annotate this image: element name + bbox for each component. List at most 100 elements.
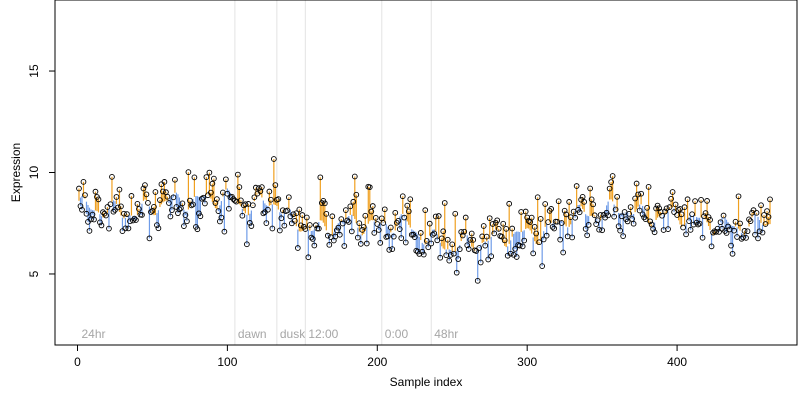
- data-point: [444, 236, 451, 243]
- data-point: [590, 201, 596, 208]
- data-point: [215, 208, 222, 214]
- data-point: [324, 232, 331, 239]
- data-point: [584, 232, 590, 239]
- data-point: [309, 236, 316, 242]
- data-point: [609, 173, 616, 179]
- data-point: [423, 238, 430, 244]
- data-point: [131, 215, 138, 222]
- data-point: [764, 208, 770, 214]
- data-point: [434, 237, 441, 244]
- data-point: [452, 210, 459, 217]
- data-point: [79, 206, 85, 213]
- data-point: [557, 236, 564, 243]
- data-point: [449, 241, 456, 248]
- data-point: [545, 219, 552, 225]
- data-point: [125, 225, 132, 232]
- data-point: [462, 214, 469, 221]
- data-point: [303, 214, 310, 221]
- data-point: [160, 188, 166, 195]
- data-point: [148, 209, 154, 215]
- data-point: [560, 249, 567, 256]
- data-point: [242, 201, 249, 208]
- data-point: [632, 195, 638, 202]
- data-point: [551, 225, 558, 232]
- data-point: [377, 240, 384, 246]
- residual-segments: [78, 158, 771, 281]
- data-point: [473, 248, 480, 254]
- data-point: [250, 202, 256, 209]
- data-point: [543, 232, 550, 239]
- data-point: [167, 213, 174, 220]
- data-point: [351, 173, 358, 180]
- data-point: [119, 228, 126, 234]
- data-point: [190, 201, 196, 208]
- data-point: [341, 243, 348, 249]
- data-point: [573, 183, 580, 189]
- data-point: [339, 220, 346, 227]
- data-point: [428, 240, 435, 247]
- data-point: [110, 208, 117, 215]
- data-point: [323, 210, 330, 217]
- data-point: [348, 228, 355, 235]
- data-point: [404, 202, 411, 209]
- data-point: [106, 225, 112, 232]
- x-tick-label-3: 300: [517, 355, 537, 369]
- data-point: [672, 201, 679, 208]
- data-point: [702, 210, 709, 216]
- data-point: [740, 234, 746, 241]
- data-point: [486, 215, 493, 222]
- data-point: [585, 222, 592, 228]
- data-point: [291, 218, 298, 224]
- data-point: [395, 217, 402, 224]
- data-point: [290, 211, 297, 218]
- data-point: [281, 222, 288, 229]
- data-point: [581, 199, 587, 205]
- data-point: [271, 156, 277, 162]
- data-point: [182, 212, 189, 218]
- data-point: [737, 220, 743, 227]
- data-point: [321, 200, 328, 207]
- data-point: [663, 205, 670, 212]
- vertical-line-label-0: dawn: [238, 327, 267, 341]
- data-point: [656, 205, 662, 212]
- data-point: [669, 189, 676, 195]
- data-point: [329, 213, 336, 220]
- data-point: [284, 207, 291, 214]
- data-point: [203, 174, 210, 180]
- data-point: [447, 252, 454, 258]
- data-point: [259, 184, 265, 190]
- x-tick-label-1: 100: [217, 355, 237, 369]
- data-point: [536, 239, 543, 246]
- data-point: [133, 217, 139, 223]
- data-point: [470, 237, 477, 243]
- vertical-line-label-4: 48hr: [434, 327, 458, 341]
- y-axis: 5 10 15: [27, 64, 55, 277]
- data-point: [432, 213, 439, 220]
- data-point: [297, 222, 304, 229]
- data-point: [476, 245, 483, 251]
- data-point: [507, 250, 514, 257]
- data-point: [597, 212, 604, 218]
- data-point: [729, 250, 736, 257]
- data-point: [296, 206, 303, 213]
- data-point: [136, 206, 142, 212]
- data-point: [347, 203, 354, 210]
- data-point: [155, 225, 162, 232]
- data-point: [344, 217, 351, 224]
- data-point: [461, 228, 468, 235]
- data-point: [605, 212, 611, 219]
- y-axis-title: Expression: [9, 143, 23, 202]
- data-point: [485, 256, 492, 263]
- data-point: [336, 231, 343, 238]
- data-point: [759, 229, 766, 236]
- data-point: [633, 180, 640, 187]
- data-point: [384, 233, 391, 240]
- data-point: [747, 218, 754, 224]
- data-point: [636, 207, 643, 214]
- data-point: [360, 224, 367, 230]
- data-point: [707, 217, 713, 223]
- data-point: [627, 204, 634, 210]
- data-point: [374, 221, 381, 227]
- data-point: [705, 214, 712, 220]
